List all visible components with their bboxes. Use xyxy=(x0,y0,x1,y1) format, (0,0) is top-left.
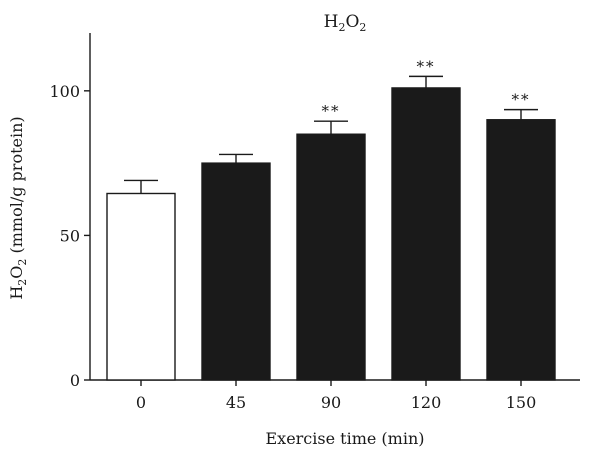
y-tick-label: 100 xyxy=(49,82,80,101)
y-tick-label: 0 xyxy=(70,371,80,390)
x-tick-label-45: 45 xyxy=(226,393,246,412)
x-axis-label: Exercise time (min) xyxy=(265,429,424,448)
bar-120 xyxy=(391,87,461,381)
chart-title: H2O2 xyxy=(324,12,367,34)
significance-mark-120: ** xyxy=(417,57,436,75)
x-tick-label-0: 0 xyxy=(136,393,146,412)
y-axis-label: H2O2 (mmol/g protein) xyxy=(7,116,29,299)
x-tick-label-150: 150 xyxy=(506,393,537,412)
x-tick-label-120: 120 xyxy=(411,393,442,412)
ticks: 0 50 100 0 45 90 120 150 xyxy=(49,82,536,412)
bar-90 xyxy=(296,133,366,381)
significance-mark-150: ** xyxy=(512,91,531,109)
significance-mark-90: ** xyxy=(322,102,341,120)
bar-45 xyxy=(201,162,271,381)
x-tick-label-90: 90 xyxy=(321,393,341,412)
bars: ** ** ** xyxy=(106,57,556,381)
y-tick-label: 50 xyxy=(60,226,80,245)
bar-0 xyxy=(106,192,176,381)
bar-150 xyxy=(486,119,556,381)
